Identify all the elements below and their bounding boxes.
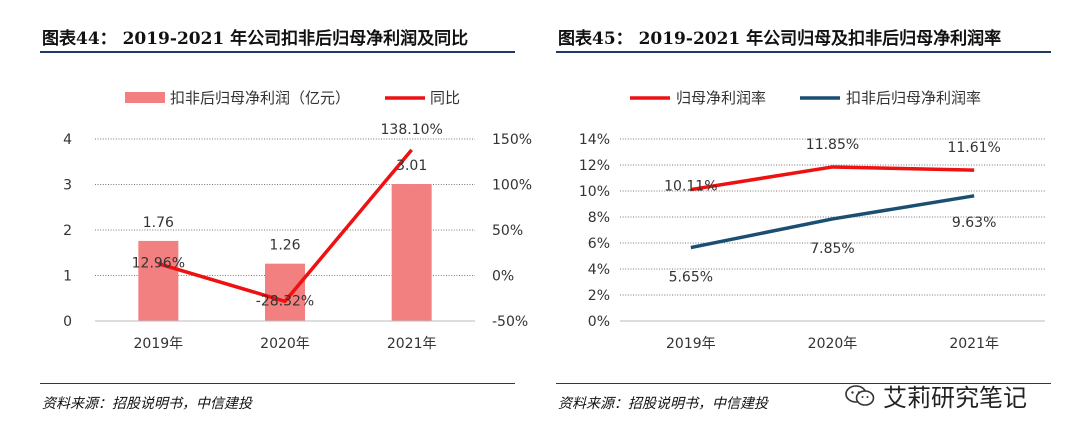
right-source-rule [556, 383, 1051, 384]
y-tick-label: 14% [579, 132, 610, 148]
bar [391, 184, 432, 321]
y-tick-label: 8% [588, 210, 610, 226]
legend-label-bar: 扣非后归母净利润（亿元） [170, 89, 350, 107]
bar [138, 240, 179, 321]
x-tick-label: 2019年 [666, 336, 716, 352]
right-title-rule [556, 51, 1051, 53]
left-chart-title: 图表44： 2019-2021 年公司扣非后归母净利润及同比 [42, 29, 469, 49]
y-left-tick-label: 4 [63, 132, 72, 148]
legend-swatch-bar [125, 92, 165, 103]
x-tick-label: 2020年 [260, 336, 310, 352]
line-data-label: 12.96% [132, 256, 185, 272]
line-data-label: 5.65% [669, 270, 713, 286]
y-tick-label: 0% [588, 314, 610, 330]
legend-label-deducted-margin: 扣非后归母净利润率 [846, 89, 981, 107]
series-line-deducted-margin [690, 194, 975, 250]
x-tick-label: 2021年 [387, 336, 437, 352]
legend-label-line: 同比 [430, 89, 460, 107]
line-data-label: 10.11% [664, 179, 717, 195]
x-tick-label: 2019年 [134, 336, 184, 352]
watermark-text: 艾莉研究笔记 [883, 384, 1027, 412]
y-tick-label: 4% [588, 262, 610, 278]
watermark: 艾莉研究笔记 [845, 378, 1027, 413]
right-source-note: 资料来源：招股说明书，中信建投 [558, 396, 768, 412]
line-data-label: 11.61% [947, 140, 1000, 156]
y-right-tick-label: -50% [492, 314, 528, 330]
bar [265, 263, 305, 321]
bar-data-label: 1.26 [269, 238, 300, 254]
bar-data-label: 3.01 [396, 158, 427, 174]
y-right-tick-label: 0% [492, 269, 514, 285]
right-chart-title: 图表45： 2019-2021 年公司归母及扣非后归母净利润率 [558, 29, 1002, 49]
y-right-tick-label: 100% [492, 178, 532, 194]
series-line-parent-margin [690, 165, 975, 192]
y-left-tick-label: 1 [63, 269, 72, 285]
left-title-rule [40, 51, 515, 53]
y-right-tick-label: 50% [492, 223, 523, 239]
y-tick-label: 6% [588, 236, 610, 252]
y-left-tick-label: 0 [63, 314, 72, 330]
line-data-label: 138.10% [381, 122, 443, 138]
legend-label-parent-margin: 归母净利润率 [676, 89, 766, 107]
line-data-label: 11.85% [806, 137, 859, 153]
line-data-label: 9.63% [952, 215, 996, 231]
y-right-tick-label: 150% [492, 132, 532, 148]
y-left-tick-label: 3 [63, 178, 72, 194]
y-tick-label: 12% [579, 158, 610, 174]
left-source-rule [40, 383, 515, 384]
y-left-tick-label: 2 [63, 223, 72, 239]
x-tick-label: 2020年 [808, 336, 858, 352]
wechat-icon [845, 384, 875, 407]
line-data-label: 7.85% [810, 241, 854, 257]
bar-data-label: 1.76 [143, 215, 174, 231]
line-data-label: -28.32% [256, 293, 314, 309]
y-tick-label: 2% [588, 288, 610, 304]
x-tick-label: 2021年 [949, 336, 999, 352]
y-tick-label: 10% [579, 184, 610, 200]
left-source-note: 资料来源：招股说明书，中信建投 [42, 396, 252, 412]
series-line-yoy [157, 148, 414, 304]
